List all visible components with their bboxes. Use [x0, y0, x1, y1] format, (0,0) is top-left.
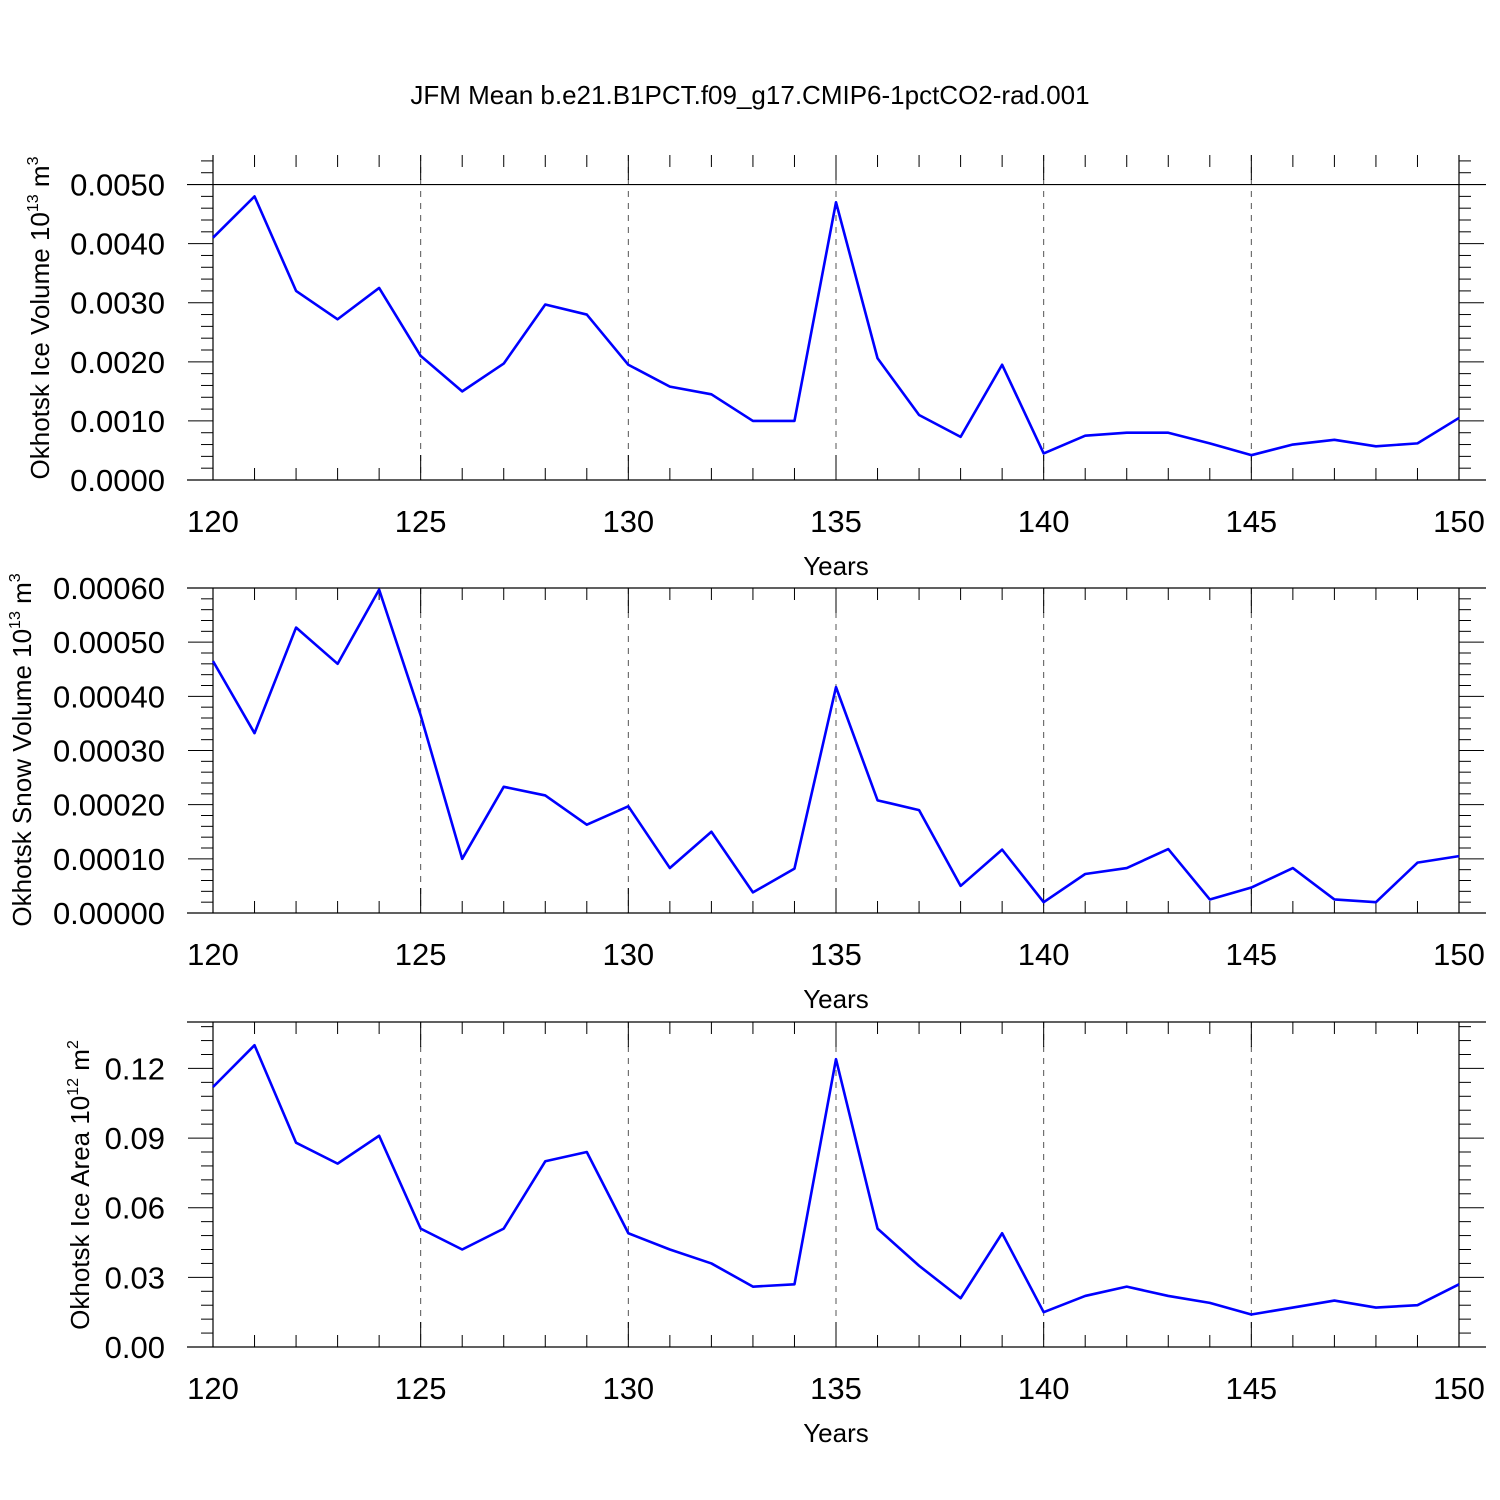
x-tick-label: 135 — [810, 937, 862, 972]
x-tick-label: 120 — [187, 504, 239, 539]
x-tick-label: 140 — [1018, 504, 1070, 539]
x-tick-label: 150 — [1433, 1371, 1485, 1406]
x-tick-label: 135 — [810, 504, 862, 539]
y-axis-title-exponent: 13 — [25, 194, 42, 212]
chart-panel-2: 0.00000 0.00010 0.00020 0.00030 0.00040 0.000… — [7, 571, 1486, 1014]
y-tick-label: 0.00050 — [53, 625, 165, 660]
y-axis-title: Okhotsk Snow Volume 1013 m3 — [7, 573, 37, 926]
y-tick-label: 0.0030 — [70, 286, 165, 321]
y-tick-label: 0.00030 — [53, 734, 165, 769]
x-tick-label: 125 — [395, 1371, 447, 1406]
x-tick-label: 140 — [1018, 1371, 1070, 1406]
x-tick-label: 125 — [395, 504, 447, 539]
y-tick-label: 0.00020 — [53, 788, 165, 823]
y-axis-title-unit-exponent: 3 — [25, 156, 42, 165]
y-tick-label: 0.06 — [105, 1191, 165, 1226]
x-tick-label: 125 — [395, 937, 447, 972]
y-axis-title-unit: m — [65, 1049, 95, 1078]
y-axis-title-main: Okhotsk Ice Volume 10 — [25, 212, 55, 479]
y-axis-title-main: Okhotsk Ice Area 10 — [65, 1096, 95, 1330]
x-tick-label: 145 — [1225, 937, 1277, 972]
x-axis-title: Years — [803, 551, 869, 581]
x-axis-title: Years — [803, 1418, 869, 1448]
x-tick-label: 130 — [602, 504, 654, 539]
x-tick-label: 145 — [1225, 1371, 1277, 1406]
y-axis-title: Okhotsk Ice Area 1012 m2 — [65, 1040, 95, 1330]
chart-panel-3: 0.00 0.03 0.06 0.09 0.12 120 125 130 135 140 145 15… — [65, 1021, 1486, 1448]
y-tick-label: 0.00040 — [53, 679, 165, 714]
series-line — [212, 195, 1460, 457]
x-tick-label: 130 — [602, 1371, 654, 1406]
y-axis-title-unit-exponent: 2 — [65, 1040, 82, 1049]
x-tick-label: 135 — [810, 1371, 862, 1406]
y-tick-label: 0.03 — [105, 1260, 165, 1295]
x-tick-label: 150 — [1433, 504, 1485, 539]
y-tick-label: 0.12 — [105, 1051, 165, 1086]
y-tick-label: 0.0040 — [70, 227, 165, 262]
y-tick-label: 0.00 — [105, 1330, 165, 1365]
y-axis-title-unit-exponent: 3 — [7, 573, 24, 582]
y-tick-label: 0.00000 — [53, 896, 165, 931]
y-tick-label: 0.00010 — [53, 842, 165, 877]
y-axis-title-unit: m — [7, 582, 37, 611]
y-tick-label: 0.00060 — [53, 571, 165, 606]
series-line — [211, 588, 1460, 904]
y-tick-label: 0.09 — [105, 1121, 165, 1156]
y-tick-label: 0.0000 — [70, 463, 165, 498]
x-tick-label: 145 — [1225, 504, 1277, 539]
x-tick-label: 140 — [1018, 937, 1070, 972]
series-line — [212, 1043, 1460, 1316]
figure-title: JFM Mean b.e21.B1PCT.f09_g17.CMIP6-1pctC… — [410, 80, 1089, 110]
x-tick-label: 120 — [187, 937, 239, 972]
y-tick-label: 0.0050 — [70, 168, 165, 203]
y-tick-label: 0.0020 — [70, 345, 165, 380]
y-axis-title: Okhotsk Ice Volume 1013 m3 — [25, 156, 55, 479]
chart-panel-1: 0.0000 0.0010 0.0020 0.0030 0.0040 0.0050 120 1… — [25, 155, 1486, 581]
x-tick-label: 130 — [602, 937, 654, 972]
x-tick-label: 150 — [1433, 937, 1485, 972]
y-axis-title-exponent: 13 — [7, 611, 24, 629]
y-axis-title-main: Okhotsk Snow Volume 10 — [7, 629, 37, 927]
y-axis-title-unit: m — [25, 165, 55, 194]
x-axis-title: Years — [803, 984, 869, 1014]
y-axis-title-exponent: 12 — [65, 1078, 82, 1096]
x-tick-label: 120 — [187, 1371, 239, 1406]
y-tick-label: 0.0010 — [70, 404, 165, 439]
